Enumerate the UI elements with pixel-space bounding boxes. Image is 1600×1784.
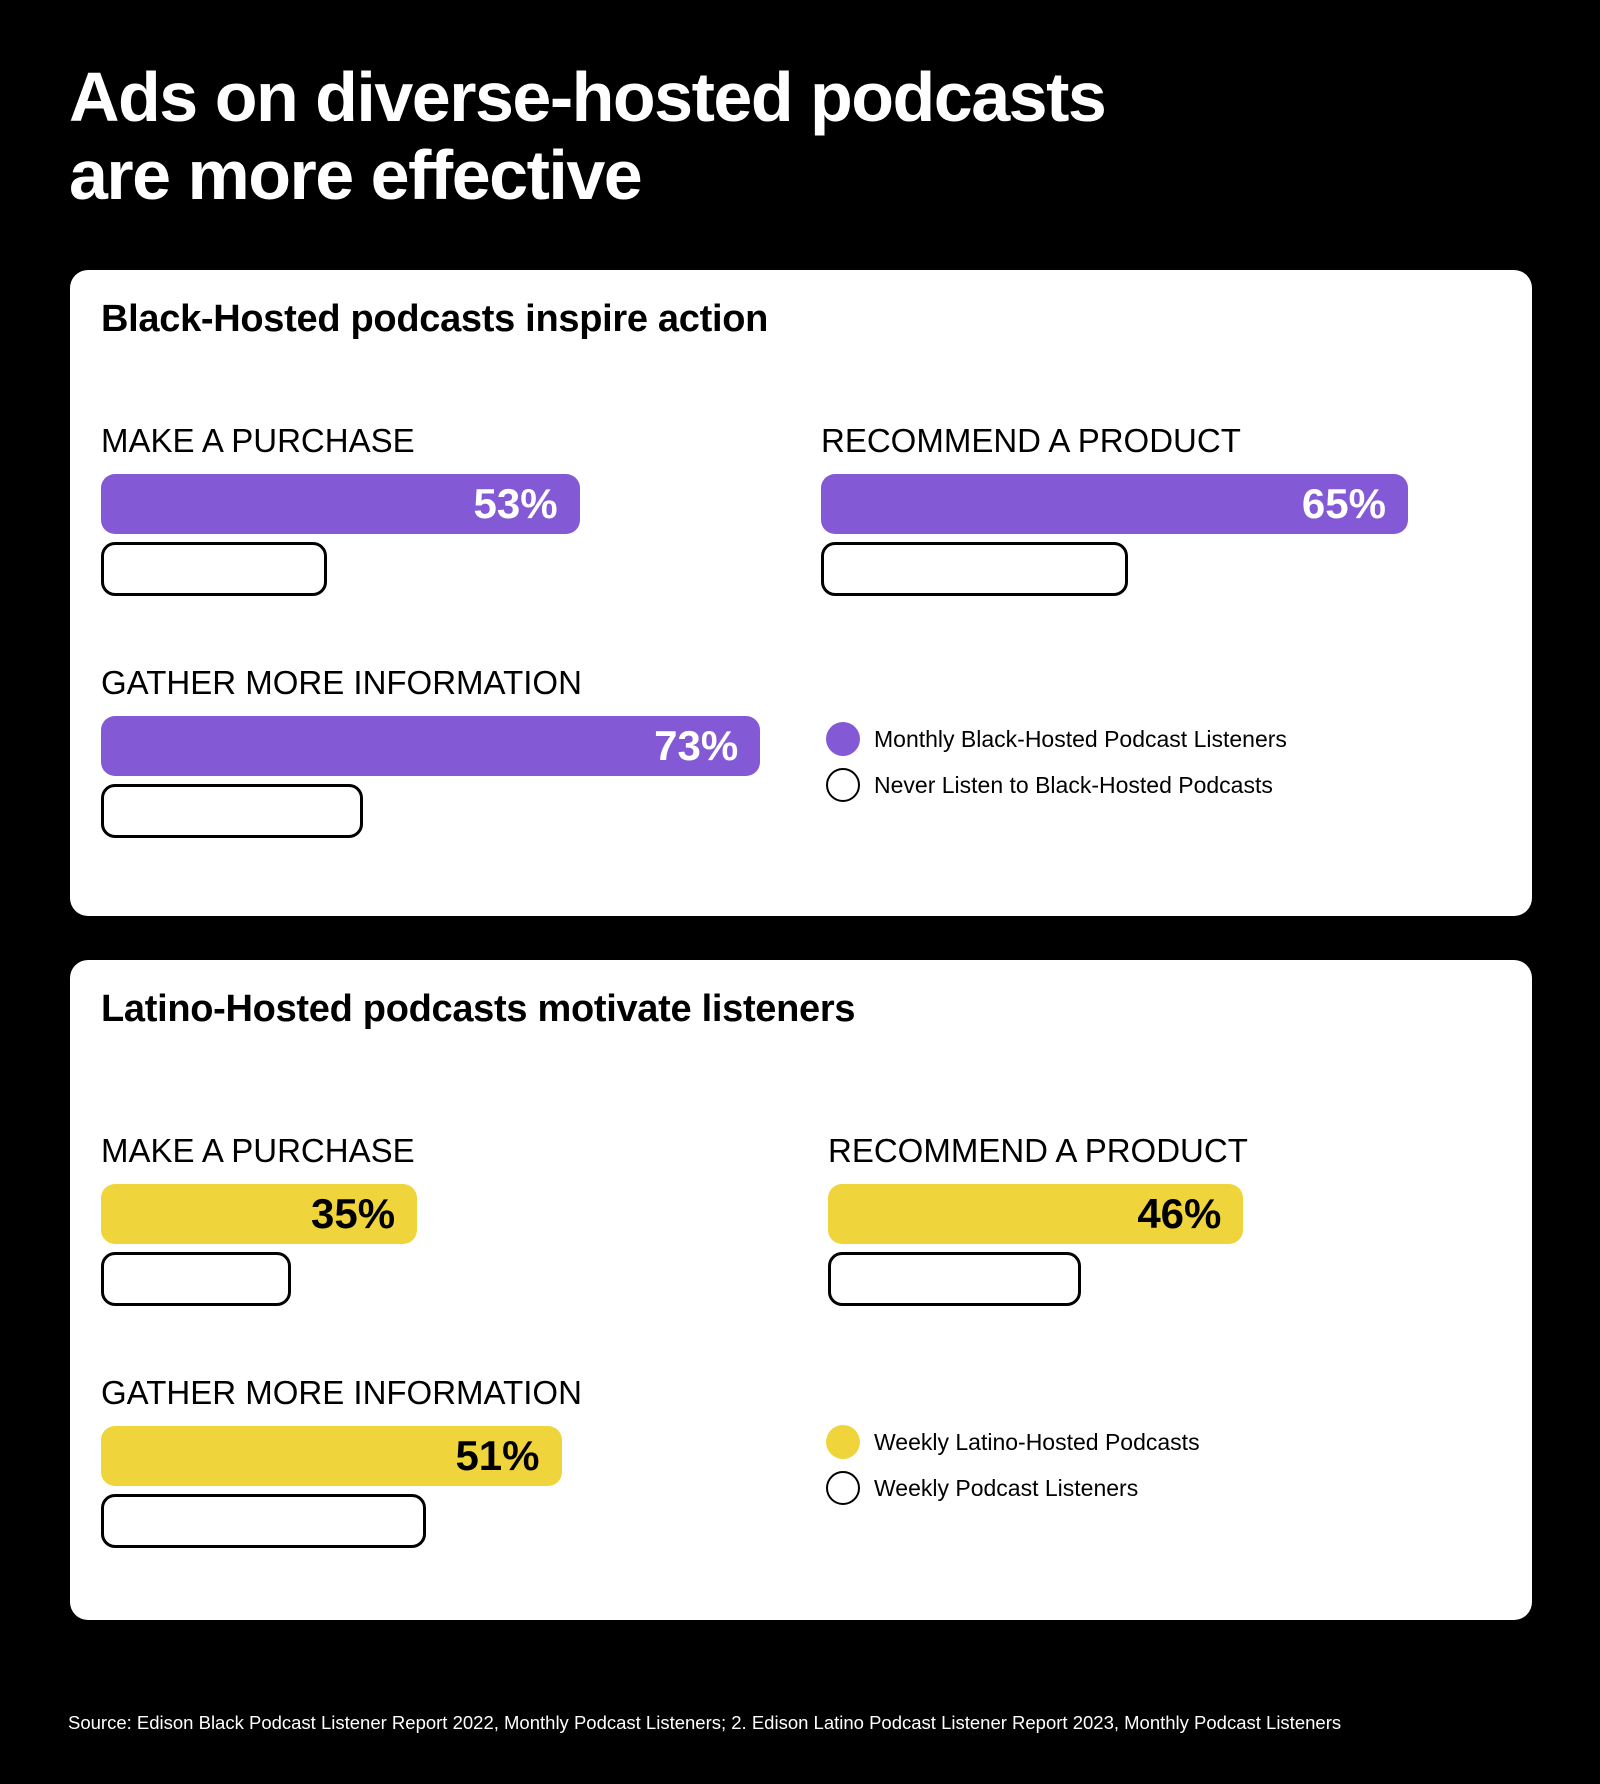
bar-weekly-podcast-listeners bbox=[828, 1252, 1081, 1306]
data-label: 65% bbox=[1301, 480, 1386, 527]
category-label: RECOMMEND A PRODUCT bbox=[821, 422, 1241, 459]
bar-weekly-latino-hosted-podcasts: 46% bbox=[828, 1184, 1244, 1244]
data-label: 51% bbox=[455, 1432, 540, 1479]
legend-swatch bbox=[826, 1425, 860, 1459]
bar-never-listen-to-black-hosted-podcasts bbox=[821, 542, 1129, 596]
metric-gather-more-information: GATHER MORE INFORMATION 51% bbox=[101, 1374, 582, 1548]
legend-swatch bbox=[826, 768, 860, 802]
metric-recommend-a-product: RECOMMEND A PRODUCT 65% bbox=[821, 422, 1408, 596]
data-label: 53% bbox=[473, 480, 558, 527]
page-title-line-1: Ads on diverse-hosted podcasts bbox=[69, 58, 1107, 136]
legend-label: Weekly Latino-Hosted Podcasts bbox=[874, 1429, 1200, 1455]
bar-never-listen-to-black-hosted-podcasts bbox=[101, 542, 327, 596]
data-label: 35% bbox=[310, 1190, 396, 1237]
bar-weekly-podcast-listeners bbox=[101, 1494, 427, 1548]
category-label: RECOMMEND A PRODUCT bbox=[828, 1132, 1248, 1169]
legend-label: Monthly Black-Hosted Podcast Listeners bbox=[874, 726, 1287, 752]
metric-make-a-purchase: MAKE A PURCHASE 53% bbox=[101, 422, 580, 596]
category-label: GATHER MORE INFORMATION bbox=[101, 1374, 582, 1411]
legend-swatch bbox=[826, 722, 860, 756]
metric-recommend-a-product: RECOMMEND A PRODUCT 46% bbox=[828, 1132, 1248, 1306]
black-hosted-chart-panel: Black-Hosted podcasts inspire action MAK… bbox=[70, 270, 1532, 916]
page-title: Ads on diverse-hosted podcasts are more … bbox=[69, 58, 1107, 214]
category-label: MAKE A PURCHASE bbox=[101, 1132, 415, 1169]
legend-swatch bbox=[826, 1471, 860, 1505]
category-label: GATHER MORE INFORMATION bbox=[101, 664, 582, 701]
metric-gather-more-information: GATHER MORE INFORMATION 73% bbox=[101, 664, 761, 838]
bar-weekly-latino-hosted-podcasts: 51% bbox=[101, 1426, 562, 1486]
chart-title: Black-Hosted podcasts inspire action bbox=[101, 298, 769, 340]
bar-never-listen-to-black-hosted-podcasts bbox=[101, 784, 363, 838]
bar-weekly-podcast-listeners bbox=[101, 1252, 291, 1306]
bar-monthly-black-hosted-podcast-listeners: 73% bbox=[101, 716, 761, 776]
page-title-line-2: are more effective bbox=[69, 136, 643, 214]
chart-title: Latino-Hosted podcasts motivate listener… bbox=[101, 988, 856, 1030]
metric-make-a-purchase: MAKE A PURCHASE 35% bbox=[101, 1132, 418, 1306]
legend-label: Never Listen to Black-Hosted Podcasts bbox=[874, 772, 1273, 798]
data-label: 46% bbox=[1137, 1190, 1222, 1237]
category-label: MAKE A PURCHASE bbox=[101, 422, 415, 459]
source-note: Source: Edison Black Podcast Listener Re… bbox=[68, 1712, 1342, 1733]
latino-hosted-chart-panel: Latino-Hosted podcasts motivate listener… bbox=[70, 960, 1532, 1620]
legend-label: Weekly Podcast Listeners bbox=[874, 1475, 1139, 1501]
data-label: 73% bbox=[654, 722, 739, 769]
bar-weekly-latino-hosted-podcasts: 35% bbox=[101, 1184, 418, 1244]
bar-monthly-black-hosted-podcast-listeners: 53% bbox=[101, 474, 580, 534]
bar-monthly-black-hosted-podcast-listeners: 65% bbox=[821, 474, 1408, 534]
